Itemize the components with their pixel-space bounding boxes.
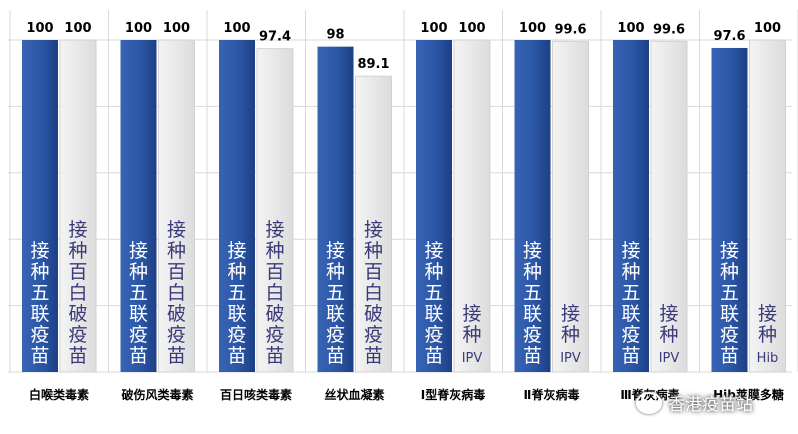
value-label: 97.4 bbox=[259, 30, 291, 45]
bar-series2 bbox=[355, 75, 392, 373]
bar-series2 bbox=[453, 39, 491, 373]
value-label: 100 bbox=[64, 21, 91, 36]
value-label: 99.6 bbox=[554, 22, 586, 37]
value-label: 100 bbox=[458, 21, 485, 36]
bar-inner-label: 接种百白破疫苗 bbox=[265, 219, 284, 367]
bar-series2 bbox=[749, 39, 786, 373]
bar-inner-label: 接种 Hib bbox=[757, 303, 779, 366]
bar-inner-label: 接种五联疫苗 bbox=[129, 240, 148, 367]
value-label: 100 bbox=[26, 21, 53, 36]
bar-inner-label: 接种 IPV bbox=[462, 303, 483, 366]
bars bbox=[22, 39, 786, 373]
value-label: 98 bbox=[326, 28, 344, 43]
bar-inner-label: 接种五联疫苗 bbox=[621, 240, 640, 367]
category-label: 百日咳类毒素 bbox=[220, 387, 292, 402]
bar-inner-label: 接种五联疫苗 bbox=[30, 240, 49, 367]
watermark: 香港疫苗站 bbox=[636, 390, 753, 415]
bar-inner-label: 接种五联疫苗 bbox=[424, 240, 443, 367]
bar-inner-label: 接种五联疫苗 bbox=[720, 240, 739, 367]
value-label: 100 bbox=[223, 21, 250, 36]
bar-inner-label: 接种百白破疫苗 bbox=[68, 219, 87, 367]
category-label: Ⅱ脊灰病毒 bbox=[524, 387, 580, 402]
bar-series2 bbox=[650, 40, 688, 373]
watermark-text: 香港疫苗站 bbox=[668, 395, 753, 415]
bar-inner-label: 接种百白破疫苗 bbox=[364, 219, 383, 367]
bar-series1 bbox=[514, 40, 551, 372]
bar-series1 bbox=[219, 40, 255, 372]
value-label: 100 bbox=[519, 21, 546, 36]
bar-inner-label: 接种 IPV bbox=[560, 303, 581, 366]
bar-inner-label: 接种五联疫苗 bbox=[326, 240, 345, 367]
bar-series1 bbox=[613, 40, 649, 372]
value-label: 89.1 bbox=[357, 57, 389, 72]
value-label: 99.6 bbox=[653, 22, 685, 37]
bar-inner-label: 接种 IPV bbox=[659, 303, 680, 366]
bar-inner-label: 接种百白破疫苗 bbox=[167, 219, 186, 367]
bar-series1 bbox=[416, 40, 452, 372]
category-label: 丝状血凝素 bbox=[324, 387, 384, 402]
value-label: 97.6 bbox=[713, 29, 745, 44]
value-label: 100 bbox=[617, 21, 644, 36]
chat-bubble-icon bbox=[636, 391, 662, 414]
category-label: Ⅰ型脊灰病毒 bbox=[421, 387, 485, 402]
bar-inner-label: 接种五联疫苗 bbox=[523, 240, 542, 367]
bar-series2 bbox=[552, 40, 589, 373]
bar-series1 bbox=[120, 40, 157, 372]
bar-series1 bbox=[711, 47, 748, 373]
bar-series2 bbox=[59, 39, 97, 373]
bar-series2 bbox=[256, 48, 294, 373]
value-label: 100 bbox=[754, 21, 781, 36]
bar-series1 bbox=[317, 46, 354, 372]
category-label: 破伤风类毒素 bbox=[121, 387, 193, 402]
bar-series1 bbox=[22, 40, 58, 372]
category-label: 白喉类毒素 bbox=[29, 387, 89, 402]
category-label: Hib荚膜多糖 bbox=[713, 387, 784, 402]
bar-inner-label: 接种五联疫苗 bbox=[227, 240, 246, 367]
value-label: 100 bbox=[163, 21, 190, 36]
value-label: 100 bbox=[125, 21, 152, 36]
bar-series2 bbox=[158, 39, 195, 373]
value-label: 100 bbox=[420, 21, 447, 36]
